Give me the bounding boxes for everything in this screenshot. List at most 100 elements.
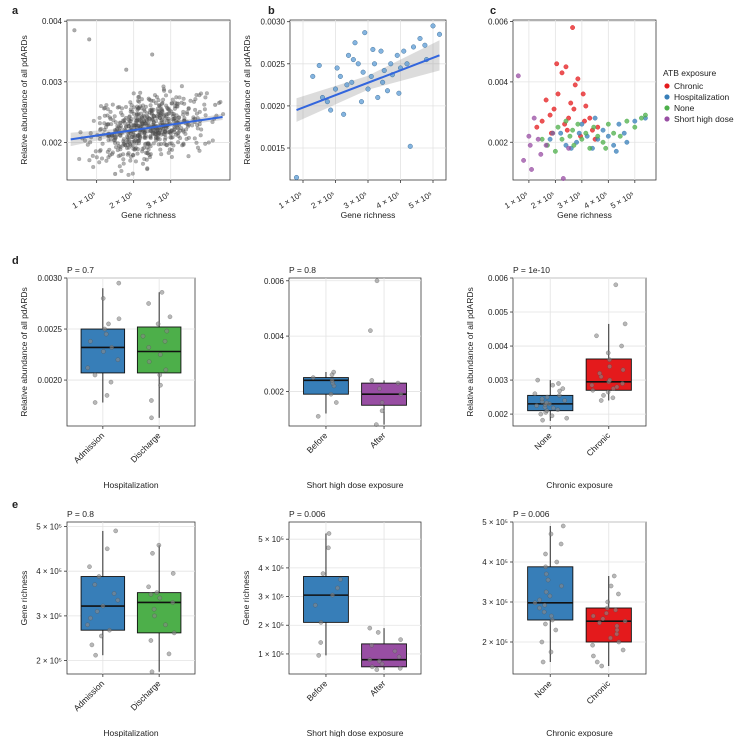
data-point bbox=[120, 113, 125, 118]
data-point bbox=[172, 106, 177, 111]
data-point bbox=[142, 130, 147, 136]
data-point bbox=[603, 145, 609, 151]
x-tick-label: 2 × 10⁵ bbox=[310, 190, 337, 211]
data-point bbox=[156, 98, 161, 103]
data-point bbox=[166, 118, 171, 123]
data-point bbox=[140, 120, 145, 125]
data-point bbox=[146, 584, 151, 590]
data-point bbox=[157, 115, 162, 120]
data-point bbox=[184, 110, 189, 115]
data-point bbox=[118, 153, 123, 158]
data-point bbox=[146, 359, 152, 365]
data-point bbox=[140, 149, 145, 154]
data-point bbox=[149, 109, 154, 114]
data-point bbox=[158, 382, 163, 388]
data-point bbox=[104, 103, 109, 108]
data-point bbox=[137, 138, 142, 143]
data-point bbox=[104, 158, 109, 163]
data-point bbox=[616, 639, 622, 645]
data-point bbox=[113, 135, 118, 140]
data-point bbox=[116, 154, 121, 159]
data-point bbox=[168, 89, 173, 94]
data-point bbox=[93, 149, 98, 154]
data-point bbox=[145, 141, 150, 146]
data-point bbox=[329, 378, 335, 383]
data-point bbox=[161, 127, 166, 132]
data-point bbox=[532, 391, 538, 397]
data-point bbox=[607, 357, 612, 363]
y-tick-label: 0.006 bbox=[264, 277, 285, 286]
data-point bbox=[125, 152, 130, 157]
data-point bbox=[106, 138, 111, 143]
data-point bbox=[616, 591, 621, 597]
data-point bbox=[544, 408, 550, 414]
y-axis-label: Relative abundance of all pdARDs bbox=[19, 287, 29, 416]
data-point bbox=[557, 388, 562, 394]
data-point bbox=[362, 30, 368, 36]
data-point bbox=[149, 129, 154, 134]
data-point bbox=[151, 131, 156, 136]
data-point bbox=[118, 125, 123, 130]
data-point bbox=[134, 112, 139, 117]
data-point bbox=[101, 349, 106, 354]
data-point bbox=[128, 143, 133, 148]
data-point bbox=[153, 101, 158, 106]
data-point bbox=[151, 114, 156, 119]
data-point bbox=[167, 108, 172, 113]
data-point bbox=[605, 121, 611, 127]
data-point bbox=[159, 130, 164, 135]
data-point bbox=[564, 415, 570, 421]
data-point bbox=[181, 129, 186, 134]
data-point bbox=[543, 564, 548, 570]
data-point bbox=[555, 407, 561, 413]
data-point bbox=[151, 120, 156, 125]
data-point bbox=[398, 391, 404, 397]
data-point bbox=[115, 148, 120, 153]
data-point bbox=[105, 149, 110, 154]
data-point bbox=[148, 592, 154, 597]
box-admission bbox=[80, 280, 126, 405]
y-tick-label: 0.0020 bbox=[38, 376, 63, 385]
data-point bbox=[134, 118, 139, 124]
data-point bbox=[146, 96, 151, 101]
data-point bbox=[136, 138, 141, 143]
data-point bbox=[169, 135, 174, 140]
data-point bbox=[137, 130, 142, 135]
data-point bbox=[131, 135, 136, 140]
data-point bbox=[375, 94, 381, 100]
data-point bbox=[294, 174, 300, 180]
box bbox=[303, 377, 349, 395]
box-after bbox=[361, 278, 407, 427]
data-point bbox=[156, 110, 161, 115]
data-point bbox=[159, 108, 164, 113]
box-chronic bbox=[585, 282, 632, 403]
data-point bbox=[128, 109, 133, 114]
fit-line bbox=[296, 54, 440, 112]
data-point bbox=[624, 139, 630, 145]
box-after bbox=[361, 625, 407, 673]
data-point bbox=[369, 664, 375, 670]
data-point bbox=[85, 365, 90, 371]
data-point bbox=[92, 372, 98, 378]
data-point bbox=[135, 116, 140, 121]
data-point bbox=[379, 400, 385, 405]
data-point bbox=[155, 321, 161, 327]
data-point bbox=[135, 147, 140, 152]
data-point bbox=[98, 148, 103, 153]
data-point bbox=[376, 658, 382, 664]
data-point bbox=[94, 609, 100, 614]
data-point bbox=[539, 118, 545, 124]
data-point bbox=[153, 132, 158, 137]
data-point bbox=[204, 91, 209, 96]
data-point bbox=[186, 135, 191, 140]
data-point bbox=[199, 127, 204, 132]
data-point bbox=[346, 52, 352, 58]
data-point bbox=[142, 130, 147, 135]
data-point bbox=[404, 61, 410, 67]
data-point bbox=[146, 141, 151, 146]
data-point bbox=[179, 100, 184, 105]
data-point bbox=[116, 316, 122, 322]
category-label: Chronic bbox=[584, 678, 612, 706]
data-point bbox=[155, 129, 160, 134]
data-point bbox=[124, 124, 129, 129]
